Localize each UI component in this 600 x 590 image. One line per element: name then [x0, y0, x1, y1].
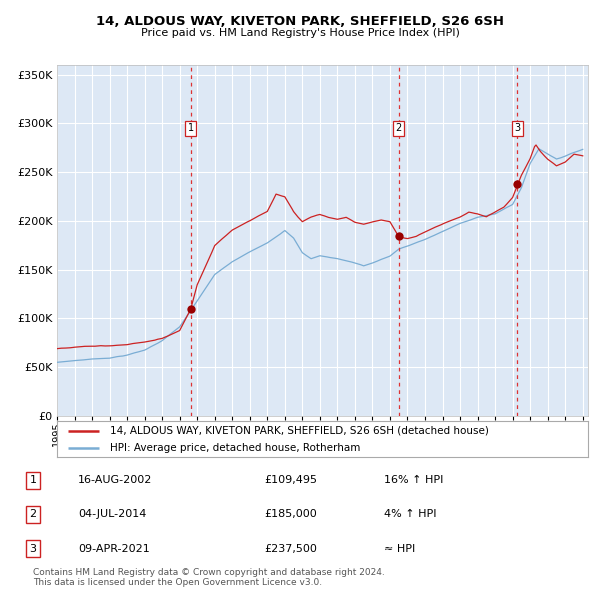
- Text: 16% ↑ HPI: 16% ↑ HPI: [384, 476, 443, 485]
- Text: 14, ALDOUS WAY, KIVETON PARK, SHEFFIELD, S26 6SH (detached house): 14, ALDOUS WAY, KIVETON PARK, SHEFFIELD,…: [110, 426, 489, 436]
- Text: £185,000: £185,000: [264, 510, 317, 519]
- Text: 2: 2: [29, 510, 37, 519]
- Text: 09-APR-2021: 09-APR-2021: [78, 544, 150, 553]
- Text: 3: 3: [514, 123, 520, 133]
- Text: 4% ↑ HPI: 4% ↑ HPI: [384, 510, 437, 519]
- Text: £237,500: £237,500: [264, 544, 317, 553]
- Text: 1: 1: [29, 476, 37, 485]
- Text: £109,495: £109,495: [264, 476, 317, 485]
- Text: 16-AUG-2002: 16-AUG-2002: [78, 476, 152, 485]
- Text: Contains HM Land Registry data © Crown copyright and database right 2024.
This d: Contains HM Land Registry data © Crown c…: [33, 568, 385, 587]
- Text: Price paid vs. HM Land Registry's House Price Index (HPI): Price paid vs. HM Land Registry's House …: [140, 28, 460, 38]
- Text: 3: 3: [29, 544, 37, 553]
- Text: ≈ HPI: ≈ HPI: [384, 544, 415, 553]
- Text: 2: 2: [395, 123, 402, 133]
- Text: 14, ALDOUS WAY, KIVETON PARK, SHEFFIELD, S26 6SH: 14, ALDOUS WAY, KIVETON PARK, SHEFFIELD,…: [96, 15, 504, 28]
- Text: HPI: Average price, detached house, Rotherham: HPI: Average price, detached house, Roth…: [110, 443, 361, 453]
- Text: 04-JUL-2014: 04-JUL-2014: [78, 510, 146, 519]
- Text: 1: 1: [188, 123, 194, 133]
